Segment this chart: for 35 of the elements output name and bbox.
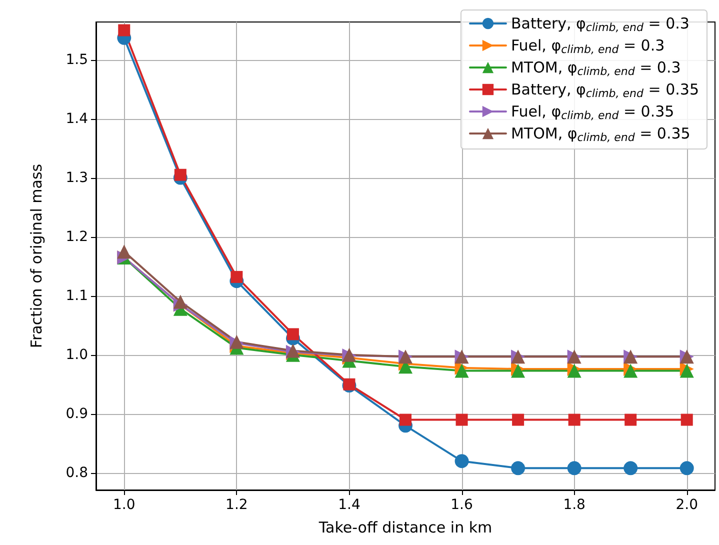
point (173, 294, 188, 309)
point (117, 244, 132, 259)
point (568, 414, 580, 426)
x-tick-label: 2.0 (676, 497, 698, 513)
point (567, 461, 582, 476)
x-tick-label: 1.8 (563, 497, 586, 513)
point (454, 454, 469, 468)
y-tick-label: 1.0 (66, 346, 88, 363)
point (230, 270, 243, 283)
point (454, 364, 469, 378)
x-tick-label: 1.2 (226, 497, 248, 513)
point (511, 461, 526, 476)
y-tick-label: 0.9 (66, 406, 88, 422)
point (400, 414, 412, 426)
y-tick-label: 1.5 (66, 52, 88, 68)
point (118, 24, 130, 36)
point (456, 414, 468, 426)
y-tick-label: 1.3 (66, 170, 88, 186)
x-tick-label: 1.0 (113, 497, 136, 513)
x-tick-label: 1.6 (450, 497, 473, 513)
y-tick-label: 0.8 (66, 464, 88, 481)
y-tick-label: 1.2 (66, 228, 88, 245)
y-tick-label: 1.1 (66, 288, 88, 304)
y-axis-title: Fraction of original mass (28, 164, 46, 348)
point (680, 461, 694, 476)
y-tick-label: 1.4 (66, 110, 88, 127)
point (512, 414, 524, 426)
point (343, 378, 356, 390)
point (624, 414, 637, 426)
x-tick-label: 1.4 (338, 497, 360, 513)
x-axis-title: Take-off distance in km (318, 518, 492, 536)
point (680, 414, 693, 426)
point (624, 461, 638, 476)
point (174, 168, 186, 181)
point (286, 328, 299, 340)
